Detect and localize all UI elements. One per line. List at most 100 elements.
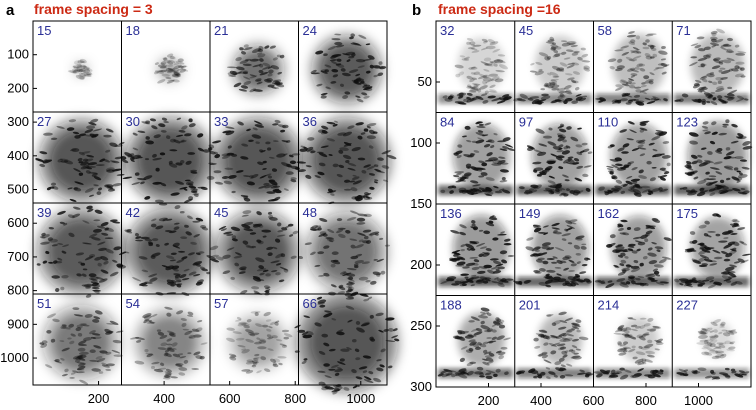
speckle <box>380 270 386 275</box>
speckle <box>39 151 48 155</box>
speckle <box>173 268 179 272</box>
speckle <box>159 152 166 156</box>
speckle <box>126 228 132 233</box>
speckle <box>134 172 140 176</box>
speckle <box>278 279 285 283</box>
speckle <box>240 156 249 160</box>
speckle <box>253 120 263 125</box>
speckle <box>364 87 373 92</box>
speckle <box>354 244 364 249</box>
speckle <box>78 133 87 137</box>
speckle <box>310 69 317 74</box>
speckle <box>265 290 270 294</box>
speckle <box>163 352 169 357</box>
speckle <box>100 222 109 227</box>
speckle <box>80 66 87 70</box>
speckle <box>188 185 197 189</box>
speckle <box>240 50 247 55</box>
speckle <box>323 363 330 367</box>
speckle <box>146 321 156 324</box>
speckle <box>164 229 173 233</box>
speckle <box>330 284 337 288</box>
panel-a-cell: 42 <box>124 205 216 297</box>
speckle <box>67 187 73 190</box>
speckle <box>184 330 193 336</box>
speckle <box>195 252 201 256</box>
speckle <box>144 158 150 161</box>
speckle <box>357 157 366 161</box>
speckle <box>82 158 89 162</box>
speckle <box>346 282 355 286</box>
frame-number: 149 <box>519 206 541 221</box>
speckle <box>184 224 189 228</box>
speckle <box>316 151 324 154</box>
speckle <box>147 319 152 322</box>
speckle <box>274 119 281 124</box>
speckle <box>154 70 165 74</box>
speckle <box>228 75 237 78</box>
speckle <box>168 160 173 165</box>
speckle <box>225 130 235 136</box>
speckle <box>265 141 271 145</box>
speckle <box>39 236 46 239</box>
speckle <box>178 65 184 69</box>
speckle <box>300 145 307 149</box>
speckle <box>92 128 103 132</box>
speckle <box>93 184 99 187</box>
speckle <box>166 343 173 346</box>
speckle <box>272 189 282 194</box>
speckle <box>226 152 235 156</box>
speckle <box>166 279 175 284</box>
speckle <box>61 373 68 377</box>
speckle <box>97 241 106 246</box>
speckle <box>255 141 260 144</box>
speckle <box>226 233 234 236</box>
speckle <box>270 185 281 189</box>
speckle <box>320 131 329 135</box>
speckle <box>342 131 353 137</box>
y-tick-label: 600 <box>7 215 29 230</box>
speckle <box>357 65 365 69</box>
speckle <box>191 367 199 371</box>
speckle <box>72 64 81 68</box>
speckle <box>213 170 222 174</box>
speckle <box>78 363 85 367</box>
speckle <box>361 170 367 174</box>
speckle <box>265 287 270 290</box>
speckle <box>223 231 232 235</box>
speckle <box>258 265 265 270</box>
speckle <box>340 68 346 72</box>
speckle <box>376 170 385 174</box>
speckle <box>256 52 263 55</box>
speckle <box>198 251 205 254</box>
speckle <box>70 333 76 337</box>
speckle <box>370 280 377 285</box>
speckle <box>325 86 331 90</box>
y-tick-label: 100 <box>410 135 432 150</box>
speckle <box>69 340 75 345</box>
speckle <box>193 193 199 197</box>
speckle <box>319 218 328 222</box>
speckle <box>169 55 175 60</box>
panel-b-title: frame spacing =16 <box>438 1 561 17</box>
speckle <box>138 256 148 260</box>
speckle <box>366 135 376 140</box>
frame-number: 51 <box>37 296 51 311</box>
particle-core <box>159 59 180 80</box>
speckle <box>193 334 202 338</box>
speckle <box>358 276 369 281</box>
speckle <box>181 125 188 130</box>
speckle <box>484 63 493 66</box>
speckle <box>76 68 81 72</box>
speckle <box>617 244 623 247</box>
speckle <box>276 83 282 86</box>
speckle <box>139 282 148 286</box>
speckle <box>73 168 81 173</box>
speckle <box>331 61 338 65</box>
speckle <box>253 223 263 228</box>
y-tick-label: 250 <box>410 318 432 333</box>
speckle <box>187 215 193 220</box>
speckle <box>230 276 235 280</box>
speckle <box>305 174 312 179</box>
speckle <box>74 68 84 72</box>
